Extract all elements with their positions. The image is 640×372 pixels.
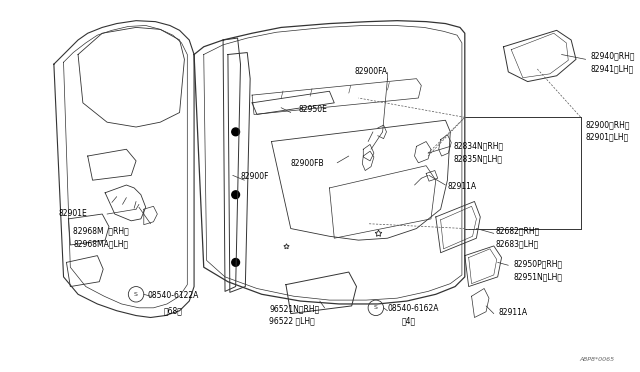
- Text: 82968M  〈RH〉: 82968M 〈RH〉: [73, 227, 129, 235]
- Text: 82901〈LH〉: 82901〈LH〉: [586, 133, 629, 142]
- Text: 08540-6122A: 08540-6122A: [148, 291, 199, 301]
- Text: 82911A: 82911A: [499, 308, 528, 317]
- Text: 82950P〈RH〉: 82950P〈RH〉: [513, 260, 563, 269]
- Text: 08540-6162A: 08540-6162A: [387, 304, 439, 313]
- Text: 96522 〈LH〉: 96522 〈LH〉: [269, 317, 316, 326]
- Circle shape: [232, 128, 239, 136]
- Text: 82834N〈RH〉: 82834N〈RH〉: [453, 141, 503, 151]
- Text: 82968MA〈LH〉: 82968MA〈LH〉: [73, 239, 129, 248]
- Text: S: S: [134, 292, 138, 297]
- Text: 82682〈RH〉: 82682〈RH〉: [496, 227, 540, 235]
- Text: 82911A: 82911A: [447, 182, 477, 191]
- Circle shape: [232, 259, 239, 266]
- Text: 82901E: 82901E: [59, 209, 88, 218]
- Text: A8P8*0065: A8P8*0065: [580, 357, 614, 362]
- Text: S: S: [374, 305, 378, 310]
- Text: 82900F: 82900F: [241, 173, 269, 182]
- Circle shape: [232, 191, 239, 199]
- Text: 82941〈LH〉: 82941〈LH〉: [591, 64, 634, 73]
- Text: 〈68〉: 〈68〉: [163, 306, 182, 315]
- Text: 82835N〈LH〉: 82835N〈LH〉: [453, 154, 502, 163]
- Text: 82900FB: 82900FB: [291, 159, 324, 168]
- Text: 96521N〈RH〉: 96521N〈RH〉: [269, 304, 320, 313]
- Text: 〈4〉: 〈4〉: [402, 317, 416, 326]
- Text: 82683〈LH〉: 82683〈LH〉: [496, 239, 539, 248]
- Text: 82900〈RH〉: 82900〈RH〉: [586, 120, 630, 129]
- Text: 82950E: 82950E: [298, 105, 328, 114]
- Text: 82940〈RH〉: 82940〈RH〉: [591, 52, 635, 61]
- Text: 82900FA: 82900FA: [355, 67, 388, 76]
- Text: 82951N〈LH〉: 82951N〈LH〉: [513, 272, 562, 281]
